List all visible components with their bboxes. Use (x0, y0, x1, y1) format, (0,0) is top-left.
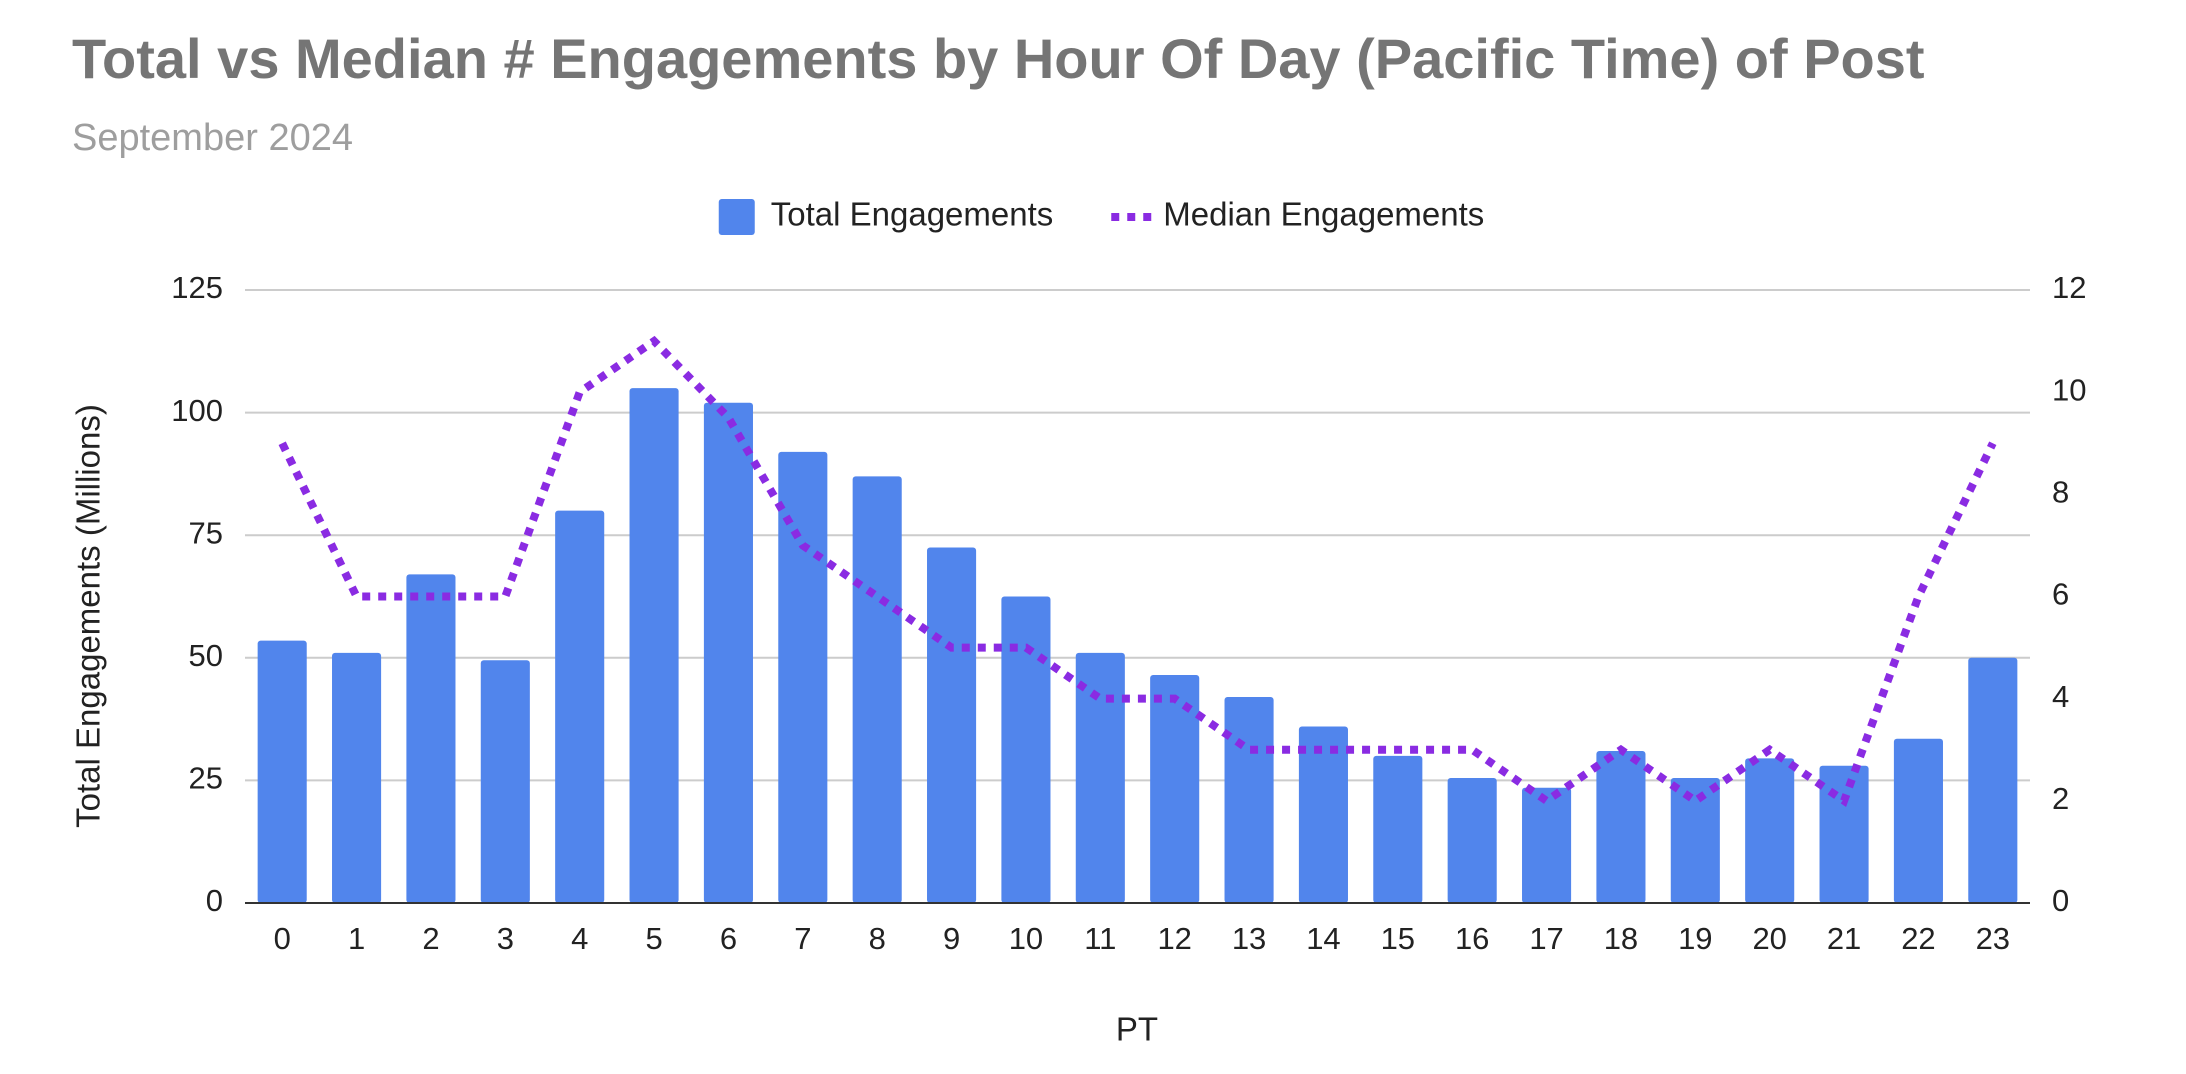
legend-swatch (718, 199, 755, 235)
bar (927, 547, 977, 903)
bar (1001, 596, 1051, 903)
line (278, 335, 1997, 808)
x-tick-label: 19 (1678, 921, 1712, 956)
y2-tick-label: 4 (2052, 679, 2069, 714)
bar (1075, 652, 1125, 903)
y-tick-label: 25 (189, 761, 223, 796)
bar (1522, 787, 1572, 903)
bar (1968, 657, 2018, 903)
bar (406, 574, 456, 903)
y-tick-label: 125 (171, 270, 223, 305)
bar (1224, 697, 1274, 903)
y2-tick-label: 0 (2052, 883, 2069, 918)
bar (1819, 765, 1869, 903)
x-tick-label: 20 (1752, 921, 1786, 956)
x-tick-label: 18 (1604, 921, 1638, 956)
x-tick-label: 15 (1381, 921, 1415, 956)
y-tick-label: 0 (206, 883, 223, 918)
x-axis-title: PT (1116, 1011, 1158, 1048)
bar (555, 510, 605, 903)
legend-label: Median Engagements (1163, 196, 1484, 233)
x-tick-label: 13 (1232, 921, 1266, 956)
x-tick-label: 23 (1976, 921, 2010, 956)
y2-tick-label: 2 (2052, 781, 2069, 816)
bar (1298, 726, 1348, 903)
chart-title: Total vs Median # Engagements by Hour Of… (72, 27, 1925, 90)
x-tick-label: 17 (1529, 921, 1563, 956)
x-tick-label: 4 (571, 921, 588, 956)
y-tick-label: 50 (189, 638, 223, 673)
bar (1745, 758, 1795, 903)
x-tick-label: 0 (274, 921, 291, 956)
x-tick-label: 2 (422, 921, 439, 956)
bar (778, 451, 828, 903)
bar (1373, 755, 1423, 903)
x-tick-label: 11 (1084, 921, 1116, 956)
x-tick-label: 5 (645, 921, 662, 956)
x-tick-label: 6 (720, 921, 737, 956)
x-tick-label: 1 (348, 921, 365, 956)
x-tick-label: 10 (1009, 921, 1043, 956)
x-tick-label: 21 (1827, 921, 1861, 956)
x-tick-label: 8 (869, 921, 886, 956)
x-tick-label: 12 (1157, 921, 1191, 956)
x-tick-label: 3 (497, 921, 514, 956)
x-tick-label: 7 (794, 921, 811, 956)
bar (1150, 674, 1200, 903)
bar (332, 652, 382, 903)
y2-tick-label: 10 (2052, 372, 2086, 407)
y2-tick-label: 8 (2052, 475, 2069, 510)
y-axis-title: Total Engagements (Millions) (70, 404, 107, 828)
x-tick-label: 9 (943, 921, 960, 956)
legend-label: Total Engagements (771, 196, 1054, 233)
bar (1670, 777, 1720, 903)
bar (852, 476, 902, 903)
bar (1596, 750, 1646, 903)
bar (703, 402, 753, 903)
bar (257, 640, 307, 903)
bar (480, 660, 530, 903)
x-tick-label: 14 (1306, 921, 1340, 956)
y-tick-label: 75 (189, 515, 223, 550)
y2-tick-label: 12 (2052, 270, 2086, 305)
bar (1447, 777, 1497, 903)
x-tick-label: 16 (1455, 921, 1489, 956)
y2-tick-label: 6 (2052, 577, 2069, 612)
chart-subtitle: September 2024 (72, 117, 353, 159)
x-tick-label: 22 (1901, 921, 1935, 956)
y-tick-label: 100 (171, 393, 223, 428)
bar (629, 388, 679, 904)
bar (1893, 738, 1943, 903)
